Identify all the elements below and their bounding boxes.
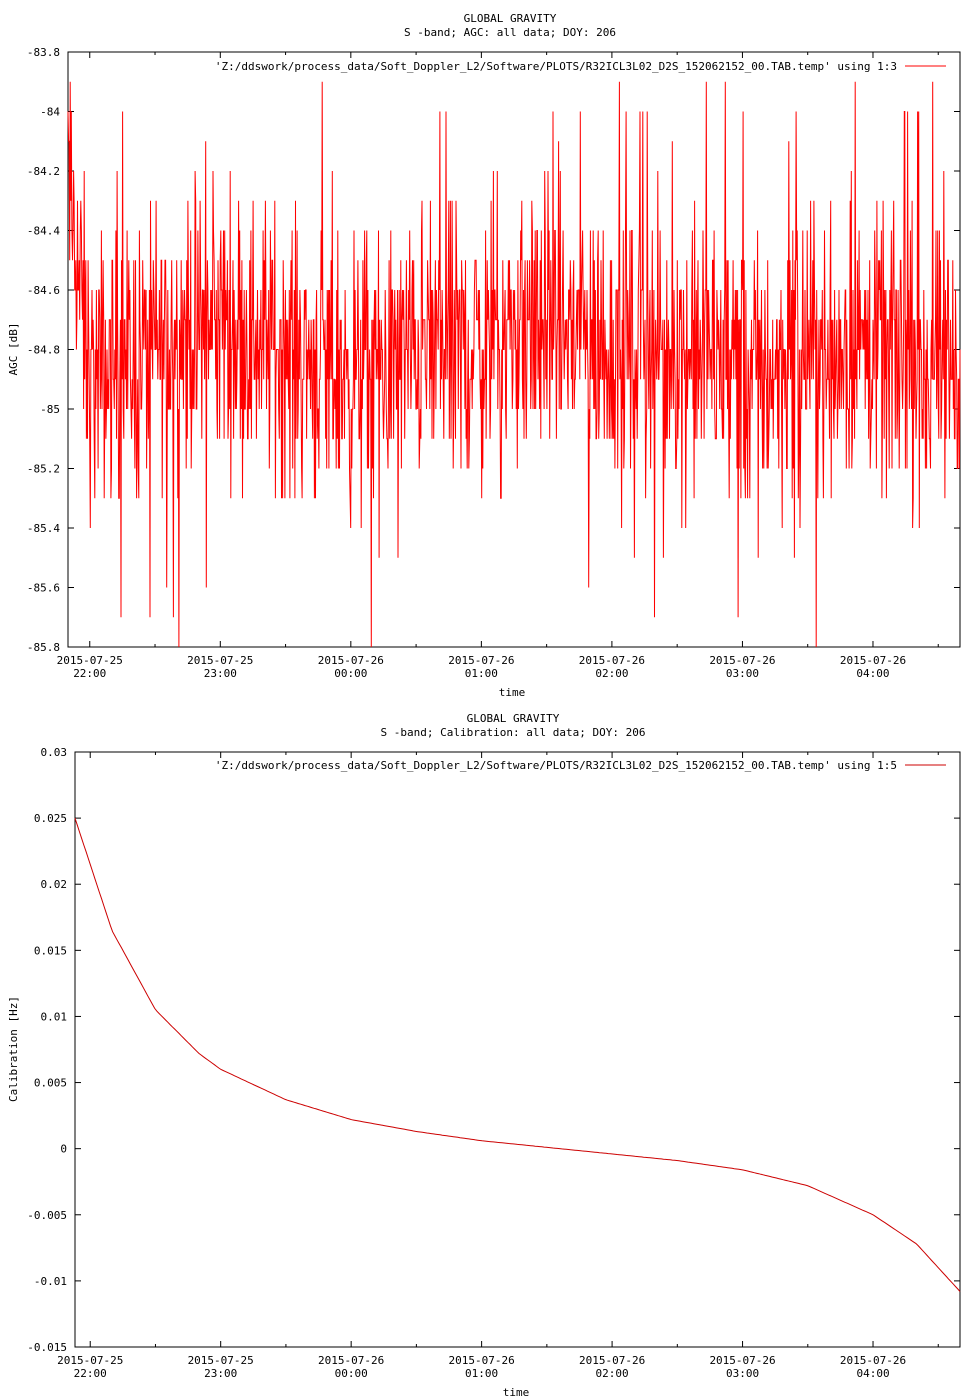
x-tick-label-date: 2015-07-25 [57,1354,123,1367]
y-tick-label: -84.6 [27,284,60,297]
x-tick-label-date: 2015-07-26 [318,1354,384,1367]
chart-title: GLOBAL GRAVITY [464,12,557,25]
y-tick-label: 0.03 [41,746,68,759]
series-line [74,817,961,1292]
y-tick-label: 0.02 [41,878,68,891]
agc-chart: GLOBAL GRAVITY S -band; AGC: all data; D… [7,12,961,699]
x-tick-label-date: 2015-07-26 [449,1354,515,1367]
y-tick-label: -0.015 [27,1341,67,1354]
x-tick-label-time: 22:00 [73,667,106,680]
calibration-chart-panel: GLOBAL GRAVITY S -band; Calibration: all… [0,700,980,1400]
y-tick-label: 0.015 [34,944,67,957]
y-tick-label: 0.01 [41,1010,68,1023]
x-tick-label-date: 2015-07-26 [579,654,645,667]
y-tick-label: 0.025 [34,812,67,825]
y-tick-label: -84.4 [27,225,60,238]
y-tick-label: 0 [60,1143,67,1156]
x-tick-label-time: 04:00 [856,1367,889,1380]
legend-label: 'Z:/ddswork/process_data/Soft_Doppler_L2… [215,759,897,772]
x-tick-label-date: 2015-07-26 [318,654,384,667]
x-tick-label-time: 00:00 [334,667,367,680]
x-tick-label-date: 2015-07-26 [709,654,775,667]
x-tick-label-time: 23:00 [204,1367,237,1380]
x-tick-label-time: 01:00 [465,667,498,680]
series-line [67,81,961,648]
y-tick-label: -85.8 [27,641,60,654]
x-tick-label-date: 2015-07-26 [840,654,906,667]
calibration-chart: GLOBAL GRAVITY S -band; Calibration: all… [7,712,961,1399]
x-tick-label-date: 2015-07-26 [448,654,514,667]
x-tick-label-time: 03:00 [726,667,759,680]
legend-label: 'Z:/ddswork/process_data/Soft_Doppler_L2… [215,60,897,73]
x-tick-label-time: 23:00 [204,667,237,680]
y-axis-label: AGC [dB] [7,323,20,376]
y-axis-label: Calibration [Hz] [7,996,20,1102]
x-tick-label-time: 03:00 [726,1367,759,1380]
agc-chart-panel: GLOBAL GRAVITY S -band; AGC: all data; D… [7,12,961,699]
x-tick-label-time: 04:00 [856,667,889,680]
x-tick-label-date: 2015-07-26 [840,1354,906,1367]
y-tick-label: -85.6 [27,582,60,595]
y-tick-label: -0.005 [27,1209,67,1222]
y-tick-label: -85.4 [27,522,60,535]
y-tick-label: -83.8 [27,46,60,59]
y-tick-label: -84.2 [27,165,60,178]
chart-subtitle: S -band; AGC: all data; DOY: 206 [404,26,616,39]
x-tick-label-date: 2015-07-26 [579,1354,645,1367]
x-tick-label-date: 2015-07-25 [188,1354,254,1367]
chart-title: GLOBAL GRAVITY [467,712,560,725]
y-tick-label: -85.2 [27,463,60,476]
x-tick-label-time: 02:00 [596,1367,629,1380]
x-tick-label-date: 2015-07-25 [57,654,123,667]
x-axis-label: time [503,1386,530,1399]
y-tick-label: -0.01 [34,1275,67,1288]
x-tick-label-date: 2015-07-26 [709,1354,775,1367]
x-tick-label-time: 02:00 [595,667,628,680]
x-tick-label-time: 22:00 [74,1367,107,1380]
x-tick-label-date: 2015-07-25 [187,654,253,667]
y-tick-label: -84.8 [27,344,60,357]
y-tick-label: 0.005 [34,1077,67,1090]
x-tick-label-time: 01:00 [465,1367,498,1380]
chart-subtitle: S -band; Calibration: all data; DOY: 206 [381,726,646,739]
y-tick-label: -84 [40,106,60,119]
x-axis-label: time [499,686,526,699]
x-tick-label-time: 00:00 [335,1367,368,1380]
plot-frame [74,751,961,1348]
y-tick-label: -85 [40,403,60,416]
